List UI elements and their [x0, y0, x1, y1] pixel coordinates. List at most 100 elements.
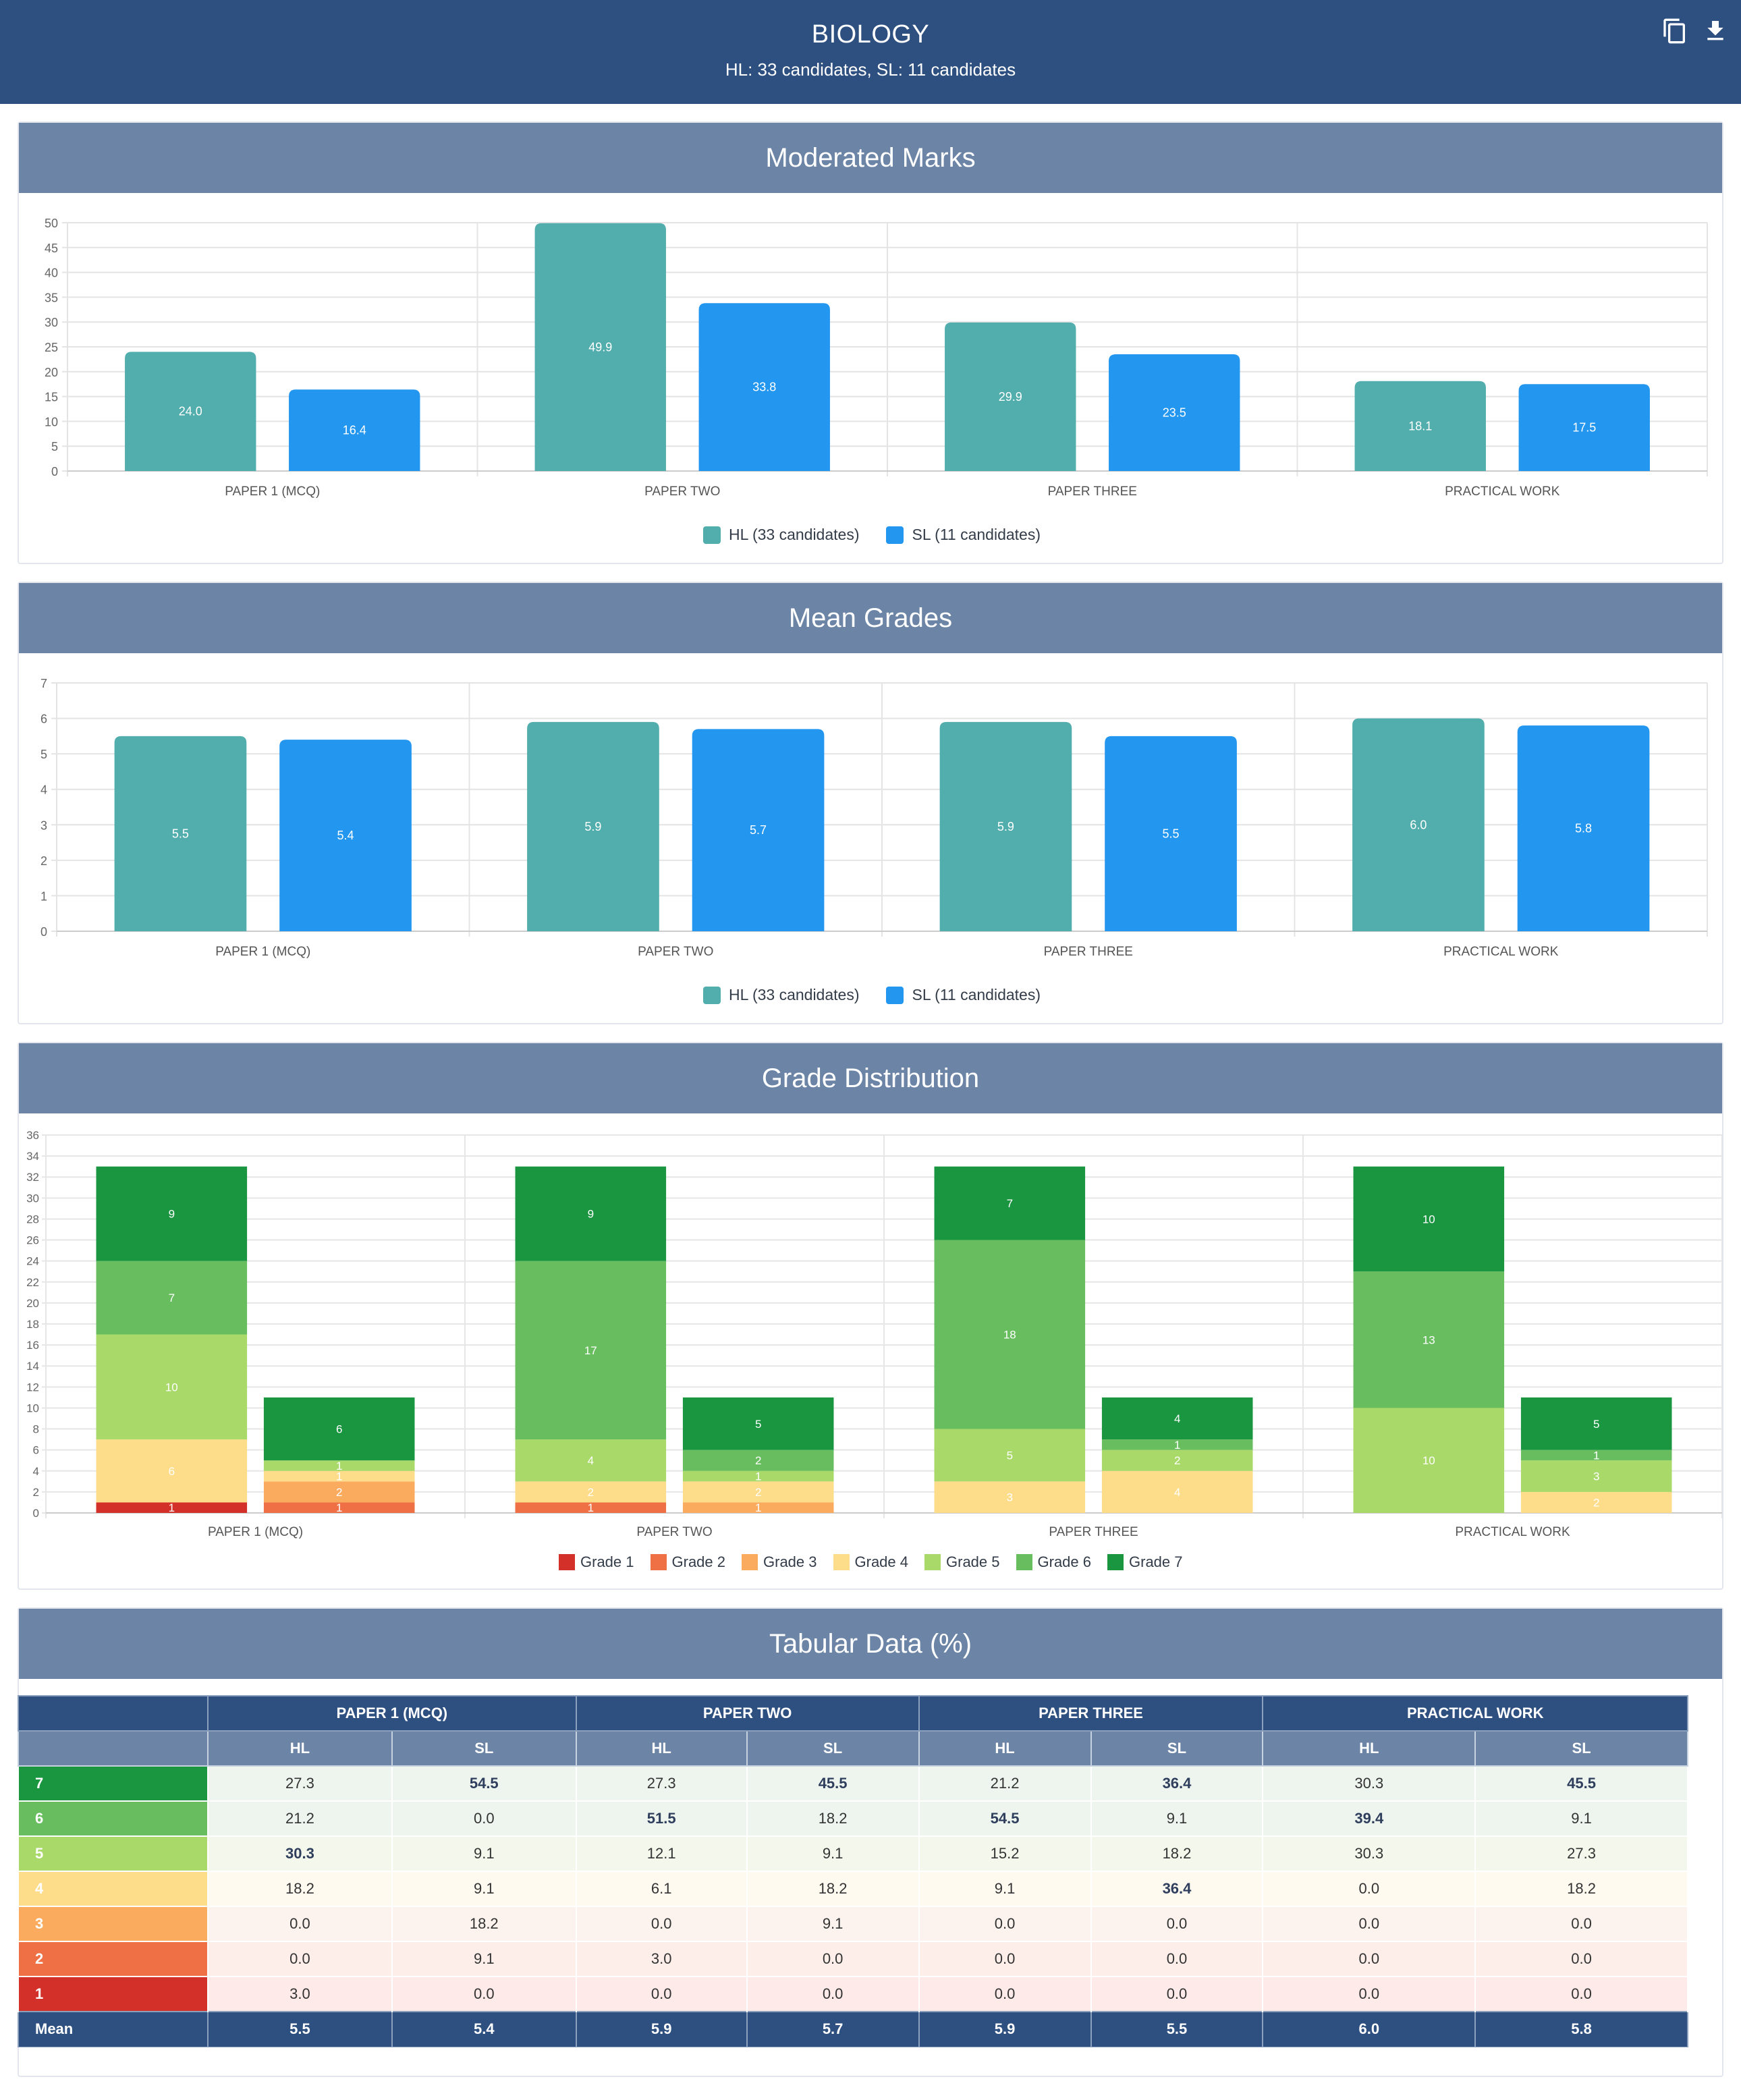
legend-item-grade-6[interactable]: Grade 6: [1016, 1553, 1091, 1571]
y-tick-label: 32: [26, 1171, 39, 1184]
stacked-segment: [515, 1166, 667, 1261]
data-label: 18: [1003, 1329, 1016, 1342]
table-cell: 0.0: [391, 1800, 577, 1837]
download-icon[interactable]: [1702, 18, 1729, 45]
report-subtitle: HL: 33 candidates, SL: 11 candidates: [725, 59, 1016, 80]
data-label: 2: [588, 1486, 594, 1499]
grade-label-cell: 7: [18, 1765, 209, 1802]
legend-label-hl: HL (33 candidates): [729, 986, 860, 1003]
legend-item-hl[interactable]: HL (33 candidates): [703, 986, 859, 1004]
y-tick-label: 0: [33, 1507, 39, 1520]
stacked-segment: [1520, 1460, 1672, 1492]
legend-label-grade-3: Grade 3: [763, 1553, 817, 1570]
subcolumn-header: HL: [207, 1730, 393, 1767]
column-header: PRACTICAL WORK: [1262, 1695, 1688, 1732]
data-label: 1: [755, 1501, 761, 1514]
grade-label-cell: 4: [18, 1871, 209, 1907]
y-tick-label: 30: [26, 1192, 39, 1205]
data-label: 6: [169, 1465, 175, 1478]
y-tick-label: 25: [45, 341, 58, 354]
data-label: 5: [1007, 1449, 1013, 1462]
y-tick-label: 10: [45, 415, 58, 429]
data-label: 9: [169, 1208, 175, 1221]
y-tick-label: 20: [45, 366, 58, 379]
table-row: 7 27.3 54.5 27.3 45.5 21.2 36.4 30.3 45.5: [18, 1765, 1688, 1802]
legend-item-grade-2[interactable]: Grade 2: [650, 1553, 725, 1571]
y-tick-label: 15: [45, 391, 58, 404]
y-tick-label: 16: [26, 1339, 39, 1352]
y-tick-label: 6: [33, 1444, 39, 1457]
stacked-segment: [96, 1334, 248, 1440]
x-tick-label: PAPER 1 (MCQ): [225, 485, 320, 499]
grade-label-cell: 3: [18, 1906, 209, 1942]
bar: [692, 729, 825, 931]
table-cell: 0.0: [1474, 1976, 1688, 2012]
legend-item-grade-3[interactable]: Grade 3: [742, 1553, 817, 1571]
legend-item-hl[interactable]: HL (33 candidates): [703, 526, 859, 544]
y-tick-label: 2: [33, 1486, 39, 1499]
x-tick-label: PAPER 1 (MCQ): [208, 1525, 303, 1539]
bar: [1354, 381, 1486, 471]
corner-cell: [18, 1695, 209, 1732]
data-label: 10: [1422, 1213, 1435, 1225]
mean-row: Mean 5.5 5.4 5.9 5.7 5.9 5.5 6.0 5.8: [18, 2011, 1688, 2047]
data-label: 2: [755, 1486, 761, 1499]
data-label: 6.0: [1410, 818, 1427, 831]
table-row: 2 0.0 9.1 3.0 0.0 0.0 0.0 0.0 0.0: [18, 1941, 1688, 1977]
legend-item-sl[interactable]: SL (11 candidates): [886, 986, 1041, 1004]
tabular-data-title: Tabular Data (%): [19, 1609, 1722, 1679]
legend-item-grade-4[interactable]: Grade 4: [833, 1553, 908, 1571]
legend-swatch-grade-3: [742, 1554, 758, 1570]
y-tick-label: 12: [26, 1381, 39, 1393]
report-title: BIOLOGY: [811, 20, 930, 49]
legend-item-grade-1[interactable]: Grade 1: [559, 1553, 634, 1571]
y-tick-label: 50: [45, 217, 58, 230]
subcolumn-header: HL: [1262, 1730, 1476, 1767]
legend-item-sl[interactable]: SL (11 candidates): [886, 526, 1041, 544]
y-tick-label: 7: [40, 677, 47, 690]
table-cell: 0.0: [1090, 1906, 1264, 1942]
table-cell: 39.4: [1262, 1800, 1476, 1837]
table-cell: 0.0: [1262, 1871, 1476, 1907]
y-tick-label: 35: [45, 291, 58, 304]
data-label: 3: [1007, 1491, 1013, 1504]
table-cell: 12.1: [575, 1835, 748, 1872]
stacked-segment: [934, 1240, 1086, 1429]
legend-swatch-grade-6: [1016, 1554, 1032, 1570]
stacked-segment: [515, 1481, 667, 1503]
data-label: 3: [1593, 1470, 1599, 1483]
table-cell: 0.0: [1262, 1976, 1476, 2012]
report-header: BIOLOGY HL: 33 candidates, SL: 11 candid…: [0, 0, 1741, 104]
table-subheader-row: HL SL HL SL HL SL HL SL: [18, 1730, 1688, 1767]
bar: [125, 352, 256, 471]
grade-label-cell: 5: [18, 1835, 209, 1872]
table-cell: 0.0: [1262, 1941, 1476, 1977]
table-cell: 6.1: [575, 1871, 748, 1907]
legend-item-grade-5[interactable]: Grade 5: [924, 1553, 1000, 1571]
legend-swatch-grade-4: [833, 1554, 850, 1570]
table-cell: 30.3: [1262, 1835, 1476, 1872]
stacked-segment: [263, 1502, 415, 1513]
copy-icon[interactable]: [1661, 18, 1688, 45]
stacked-segment: [263, 1460, 415, 1471]
table-cell: 18.2: [746, 1871, 920, 1907]
x-tick-label: PRACTICAL WORK: [1445, 485, 1560, 499]
legend-swatch-hl: [703, 986, 721, 1004]
stacked-segment: [934, 1481, 1086, 1513]
stacked-segment: [515, 1261, 667, 1440]
grade-distribution-legend: Grade 1 Grade 2 Grade 3 Grade 4 Grade 5 …: [559, 1553, 1183, 1571]
grade-label-cell: 1: [18, 1976, 209, 2012]
legend-item-grade-7[interactable]: Grade 7: [1107, 1553, 1183, 1571]
y-tick-label: 3: [40, 819, 47, 832]
stacked-segment: [515, 1439, 667, 1482]
x-tick-label: PRACTICAL WORK: [1443, 945, 1559, 959]
subcolumn-header: SL: [391, 1730, 577, 1767]
bar: [279, 740, 412, 931]
grade-label-cell: 6: [18, 1800, 209, 1837]
table-cell: 54.5: [391, 1765, 577, 1802]
stacked-segment: [1353, 1408, 1505, 1513]
table-cell: 18.2: [207, 1871, 393, 1907]
table-cell: 51.5: [575, 1800, 748, 1837]
data-label: 1: [169, 1501, 175, 1514]
table-cell: 18.2: [1474, 1871, 1688, 1907]
